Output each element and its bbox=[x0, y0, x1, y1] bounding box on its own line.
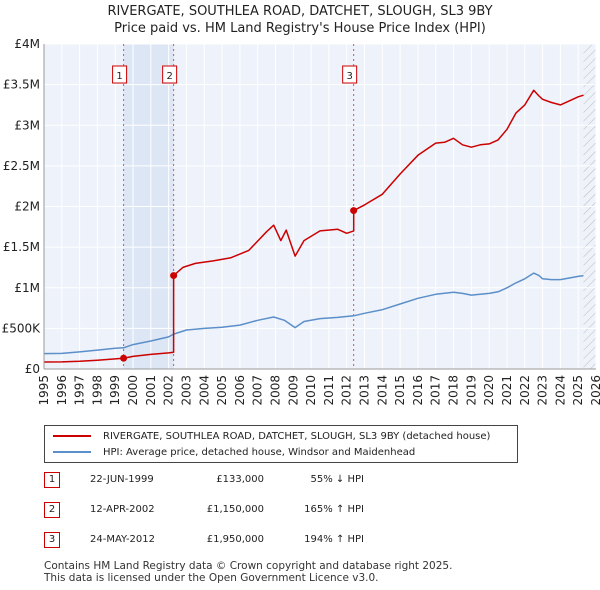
x-tick-label: 1996 bbox=[55, 375, 69, 406]
sale-marker bbox=[170, 272, 178, 280]
x-tick-label: 2014 bbox=[375, 375, 389, 406]
x-tick-label: 2009 bbox=[286, 375, 300, 406]
legend-label-hpi: HPI: Average price, detached house, Wind… bbox=[103, 446, 416, 458]
table-row: 3 24-MAY-2012 £1,950,000 194% ↑ HPI bbox=[44, 530, 544, 550]
y-tick-label: £4M bbox=[14, 37, 40, 51]
x-tick-label: 2017 bbox=[429, 375, 443, 406]
transaction-hpi: 194% ↑ HPI bbox=[304, 534, 364, 545]
transaction-badge: 1 bbox=[44, 472, 60, 488]
legend-item-hpi: HPI: Average price, detached house, Wind… bbox=[53, 444, 415, 460]
x-tick-label: 2019 bbox=[464, 375, 478, 406]
transaction-hpi: 165% ↑ HPI bbox=[304, 504, 364, 515]
sale-marker bbox=[350, 207, 358, 215]
table-row: 1 22-JUN-1999 £133,000 55% ↓ HPI bbox=[44, 470, 544, 490]
transaction-badge: 2 bbox=[44, 502, 60, 518]
x-tick-label: 1995 bbox=[37, 375, 51, 406]
transaction-label-box bbox=[112, 65, 128, 84]
x-tick-label: 2012 bbox=[340, 375, 354, 406]
table-row: 2 12-APR-2002 £1,150,000 165% ↑ HPI bbox=[44, 500, 544, 520]
x-tick-label: 2010 bbox=[304, 375, 318, 406]
x-tick-label: 2004 bbox=[197, 375, 211, 406]
y-tick-label: £1M bbox=[14, 281, 40, 295]
y-tick-label: £3.5M bbox=[3, 78, 40, 92]
x-tick-label: 2011 bbox=[322, 375, 336, 406]
transaction-date: 22-JUN-1999 bbox=[90, 474, 154, 485]
legend: RIVERGATE, SOUTHLEA ROAD, DATCHET, SLOUG… bbox=[44, 425, 518, 463]
transaction-badge: 3 bbox=[44, 532, 60, 548]
transaction-label-box bbox=[162, 65, 178, 84]
transaction-label: 2 bbox=[166, 71, 172, 82]
footer-licence: This data is licensed under the Open Gov… bbox=[44, 572, 379, 584]
legend-label-property: RIVERGATE, SOUTHLEA ROAD, DATCHET, SLOUG… bbox=[103, 430, 491, 442]
y-tick-label: £1.5M bbox=[3, 240, 40, 254]
x-tick-label: 2024 bbox=[553, 375, 567, 406]
legend-item-property: RIVERGATE, SOUTHLEA ROAD, DATCHET, SLOUG… bbox=[53, 428, 490, 444]
transaction-label: 1 bbox=[116, 71, 122, 82]
x-tick-label: 2023 bbox=[536, 375, 550, 406]
transaction-price: £1,950,000 bbox=[206, 534, 264, 545]
legend-swatch-hpi bbox=[53, 451, 91, 453]
x-tick-label: 2006 bbox=[233, 375, 247, 406]
x-tick-label: 1997 bbox=[73, 375, 87, 406]
x-tick-label: 2001 bbox=[144, 375, 158, 406]
x-tick-label: 2008 bbox=[268, 375, 282, 406]
transaction-date: 24-MAY-2012 bbox=[90, 534, 156, 545]
x-tick-label: 2016 bbox=[411, 375, 425, 406]
x-tick-label: 2025 bbox=[571, 375, 585, 406]
series-line-hpi bbox=[43, 272, 584, 355]
x-tick-label: 2003 bbox=[179, 375, 193, 406]
transaction-label-box bbox=[342, 65, 358, 84]
footer-copyright: Contains HM Land Registry data © Crown c… bbox=[44, 560, 453, 572]
y-tick-label: £2.5M bbox=[3, 159, 40, 173]
y-tick-label: £500K bbox=[2, 321, 42, 335]
price-chart: 1 2 3 £0 £500K £1M £1.5M £2M £2.5M £3M £3.5M £4M 199… bbox=[2, 37, 600, 406]
x-tick-label: 2022 bbox=[518, 375, 532, 406]
series-line-property bbox=[43, 89, 584, 363]
x-tick-label: 2005 bbox=[215, 375, 229, 406]
x-tick-label: 2013 bbox=[358, 375, 372, 406]
x-tick-label: 2002 bbox=[162, 375, 176, 406]
x-tick-label: 2007 bbox=[251, 375, 265, 406]
legend-swatch-property bbox=[53, 435, 91, 437]
x-tick-label: 2026 bbox=[589, 375, 600, 406]
x-tick-label: 2020 bbox=[482, 375, 496, 406]
chart-title: RIVERGATE, SOUTHLEA ROAD, DATCHET, SLOUG… bbox=[107, 4, 493, 19]
x-tick-label: 2015 bbox=[393, 375, 407, 406]
chart-subtitle: Price paid vs. HM Land Registry's House … bbox=[114, 21, 486, 36]
x-tick-label: 1998 bbox=[90, 375, 104, 406]
transaction-label: 3 bbox=[346, 71, 352, 82]
transaction-price: £133,000 bbox=[216, 474, 264, 485]
y-tick-label: £2M bbox=[14, 200, 40, 214]
transaction-date: 12-APR-2002 bbox=[90, 504, 155, 515]
x-tick-label: 2018 bbox=[447, 375, 461, 406]
x-tick-label: 2021 bbox=[500, 375, 514, 406]
y-tick-label: £3M bbox=[14, 118, 40, 132]
sale-marker bbox=[120, 354, 128, 362]
x-tick-label: 2000 bbox=[126, 375, 140, 406]
transaction-price: £1,150,000 bbox=[206, 504, 264, 515]
x-tick-label: 1999 bbox=[108, 375, 122, 406]
transaction-hpi: 55% ↓ HPI bbox=[310, 474, 364, 485]
y-tick-label: £0 bbox=[25, 362, 40, 376]
